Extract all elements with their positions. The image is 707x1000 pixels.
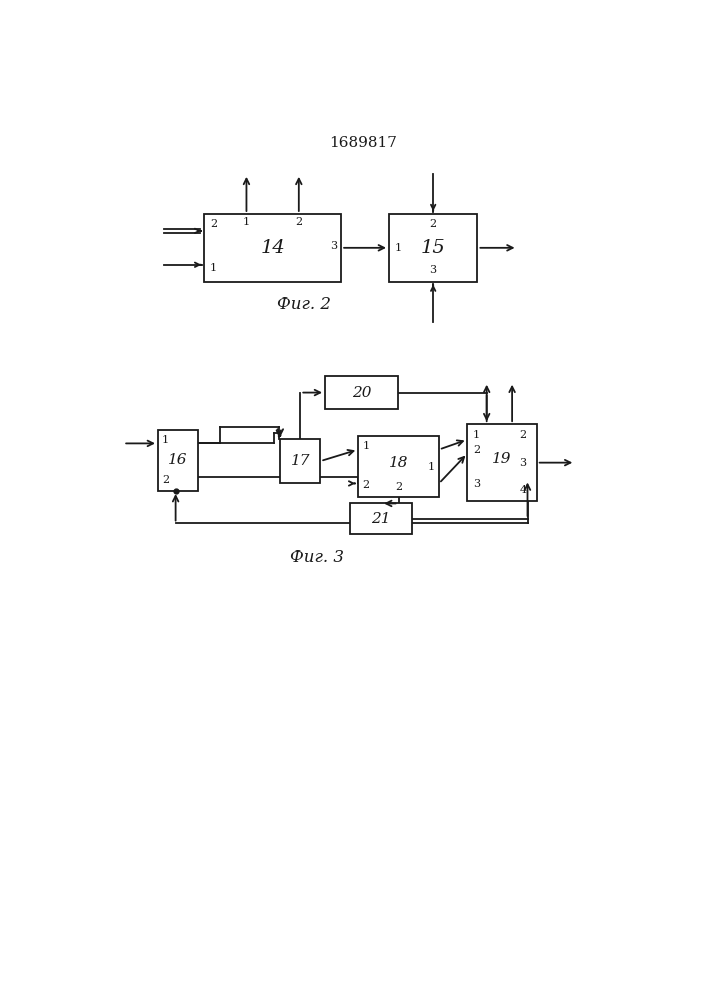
Text: 1: 1	[210, 263, 217, 273]
Text: 2: 2	[473, 445, 480, 455]
Text: 2: 2	[520, 430, 527, 440]
Text: 15: 15	[421, 239, 445, 257]
Text: 21: 21	[371, 512, 391, 526]
Text: 2: 2	[362, 480, 369, 490]
Bar	[467, 424, 537, 501]
Bar	[358, 436, 439, 497]
Bar	[325, 376, 398, 409]
Text: 18: 18	[389, 456, 408, 470]
Bar	[389, 214, 477, 282]
Text: 4: 4	[520, 485, 527, 495]
Bar	[281, 439, 320, 483]
Text: 1: 1	[395, 243, 402, 253]
Text: 1: 1	[162, 435, 169, 445]
Text: 2: 2	[395, 482, 402, 492]
Text: 1689817: 1689817	[329, 136, 397, 150]
Text: 3: 3	[330, 241, 337, 251]
Bar	[158, 430, 198, 491]
Text: 16: 16	[168, 453, 187, 467]
Text: Фиг. 3: Фиг. 3	[291, 549, 344, 566]
Text: 1: 1	[428, 462, 435, 472]
Text: 3: 3	[430, 265, 437, 275]
Text: Фиг. 2: Фиг. 2	[277, 296, 331, 313]
Text: 17: 17	[291, 454, 310, 468]
Text: 14: 14	[260, 239, 285, 257]
Bar	[351, 503, 412, 534]
Bar	[204, 214, 341, 282]
Text: 2: 2	[296, 217, 303, 227]
Text: 2: 2	[430, 219, 437, 229]
Text: 19: 19	[492, 452, 512, 466]
Text: 1: 1	[473, 430, 480, 440]
Text: 1: 1	[243, 217, 250, 227]
Text: 1: 1	[362, 441, 369, 451]
Text: 20: 20	[352, 386, 371, 400]
Text: 3: 3	[520, 458, 527, 468]
Text: 2: 2	[162, 475, 169, 485]
Text: 2: 2	[210, 219, 217, 229]
Text: 3: 3	[473, 479, 480, 489]
